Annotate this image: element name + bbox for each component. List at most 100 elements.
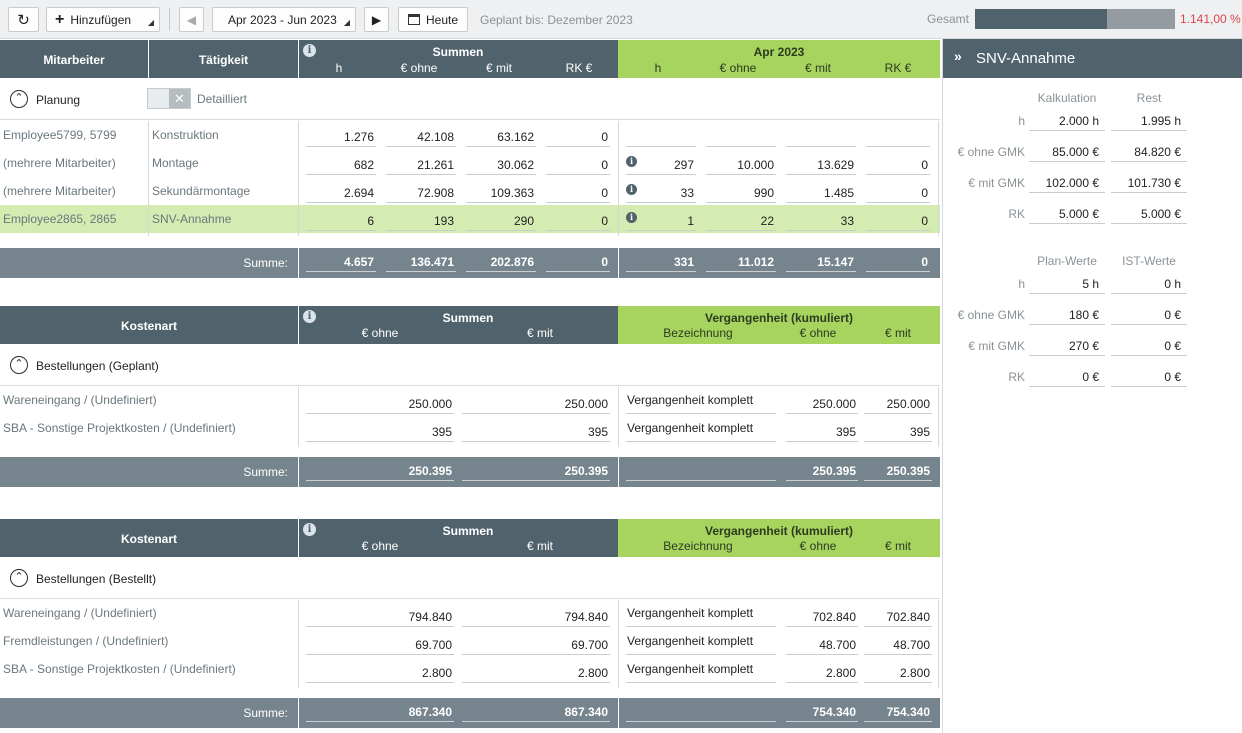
ohne-cell[interactable]: 250.000 bbox=[306, 395, 454, 414]
table-row[interactable]: Wareneingang / (Undefiniert) 794.840 794.8… bbox=[0, 600, 940, 628]
mit-cell[interactable]: 395 bbox=[462, 423, 610, 442]
ohne-cell[interactable]: 395 bbox=[306, 423, 454, 442]
ohne-cell[interactable]: 42.108 bbox=[386, 128, 456, 147]
verg-mit-cell[interactable]: 395 bbox=[864, 423, 932, 442]
ohne-cell[interactable]: 72.908 bbox=[386, 184, 456, 203]
verg-ohne-cell[interactable]: 2.800 bbox=[786, 664, 858, 683]
sum-mit: 867.340 bbox=[462, 703, 610, 722]
table-row[interactable]: Wareneingang / (Undefiniert) 250.000 250.0… bbox=[0, 387, 940, 415]
month-ohne-cell[interactable]: 10.000 bbox=[706, 156, 776, 175]
verg-ohne-cell[interactable]: 250.000 bbox=[786, 395, 858, 414]
panel-value-a[interactable]: 270 € bbox=[1029, 336, 1105, 356]
info-icon[interactable]: i bbox=[626, 156, 637, 167]
next-range-button[interactable]: ▶ bbox=[364, 7, 389, 32]
panel-value-b[interactable]: 0 h bbox=[1111, 274, 1187, 294]
rk-cell[interactable]: 0 bbox=[546, 156, 610, 175]
rk-cell[interactable]: 0 bbox=[546, 184, 610, 203]
month-mit-cell[interactable] bbox=[786, 128, 856, 147]
panel-value-a[interactable]: 5.000 € bbox=[1029, 204, 1105, 224]
panel-value-a[interactable]: 180 € bbox=[1029, 305, 1105, 325]
rk-cell[interactable]: 0 bbox=[546, 128, 610, 147]
table-row[interactable]: SBA - Sonstige Projektkosten / (Undefini… bbox=[0, 656, 940, 684]
verg-mit-cell[interactable]: 702.840 bbox=[864, 608, 932, 627]
panel-value-b[interactable]: 0 € bbox=[1111, 367, 1187, 387]
col-taetigkeit[interactable]: Tätigkeit bbox=[198, 53, 249, 67]
h-cell[interactable]: 1.276 bbox=[306, 128, 376, 147]
verg-mit-cell[interactable]: 250.000 bbox=[864, 395, 932, 414]
mit-cell[interactable]: 794.840 bbox=[462, 608, 610, 627]
table-row[interactable]: (mehrere Mitarbeiter) Montage 682 21.261 30.… bbox=[0, 149, 940, 177]
month-rk-cell[interactable]: 0 bbox=[866, 184, 930, 203]
info-icon[interactable]: i bbox=[626, 212, 637, 223]
panel-value-a[interactable]: 5 h bbox=[1029, 274, 1105, 294]
month-ohne-cell[interactable] bbox=[706, 128, 776, 147]
add-button[interactable]: + Hinzufügen ◢ bbox=[46, 7, 160, 32]
month-mit-cell[interactable]: 13.629 bbox=[786, 156, 856, 175]
panel-value-a[interactable]: 2.000 h bbox=[1029, 111, 1105, 131]
info-icon[interactable]: i bbox=[303, 44, 316, 57]
ohne-cell[interactable]: 193 bbox=[386, 212, 456, 231]
month-rk-cell[interactable]: 0 bbox=[866, 212, 930, 231]
panel-value-a[interactable]: 0 € bbox=[1029, 367, 1105, 387]
panel-value-b[interactable]: 84.820 € bbox=[1111, 142, 1187, 162]
verg-mit-cell[interactable]: 2.800 bbox=[864, 664, 932, 683]
mit-cell[interactable]: 63.162 bbox=[466, 128, 536, 147]
mit-cell[interactable]: 69.700 bbox=[462, 636, 610, 655]
panel-value-b[interactable]: 5.000 € bbox=[1111, 204, 1187, 224]
verg-ohne-cell[interactable]: 702.840 bbox=[786, 608, 858, 627]
month-mit-cell[interactable]: 1.485 bbox=[786, 184, 856, 203]
ohne-cell[interactable]: 794.840 bbox=[306, 608, 454, 627]
detail-toggle[interactable]: ✕ bbox=[147, 88, 191, 109]
mit-cell[interactable]: 30.062 bbox=[466, 156, 536, 175]
mit-cell[interactable]: 250.000 bbox=[462, 395, 610, 414]
panel-value-a[interactable]: 102.000 € bbox=[1029, 173, 1105, 193]
info-icon[interactable]: i bbox=[303, 310, 316, 323]
info-icon[interactable]: i bbox=[303, 523, 316, 536]
info-icon[interactable]: i bbox=[626, 184, 637, 195]
rk-cell[interactable]: 0 bbox=[546, 212, 610, 231]
mit-cell[interactable]: 290 bbox=[466, 212, 536, 231]
month-mit-cell[interactable]: 33 bbox=[786, 212, 856, 231]
month-h-cell[interactable]: 297 bbox=[626, 156, 696, 175]
month-ohne-cell[interactable]: 990 bbox=[706, 184, 776, 203]
refresh-button[interactable]: ↻ bbox=[8, 7, 39, 32]
mit-cell[interactable]: 109.363 bbox=[466, 184, 536, 203]
panel-value-b[interactable]: 0 € bbox=[1111, 336, 1187, 356]
table-row[interactable]: (mehrere Mitarbeiter) Sekundärmontage 2.69… bbox=[0, 177, 940, 205]
panel-value-b[interactable]: 1.995 h bbox=[1111, 111, 1187, 131]
month-h-cell[interactable] bbox=[626, 128, 696, 147]
col-kostenart[interactable]: Kostenart bbox=[120, 319, 177, 333]
h-cell[interactable]: 682 bbox=[306, 156, 376, 175]
col-kostenart[interactable]: Kostenart bbox=[120, 532, 177, 546]
verg-mit-cell[interactable]: 48.700 bbox=[864, 636, 932, 655]
ohne-cell[interactable]: 69.700 bbox=[306, 636, 454, 655]
verg-ohne-cell[interactable]: 395 bbox=[786, 423, 858, 442]
col-mitarbeiter[interactable]: Mitarbeiter bbox=[43, 53, 105, 67]
collapse-icon[interactable]: ⌃ bbox=[10, 90, 28, 108]
month-h-cell[interactable]: 1 bbox=[626, 212, 696, 231]
h-cell[interactable]: 2.694 bbox=[306, 184, 376, 203]
month-ohne-cell[interactable]: 22 bbox=[706, 212, 776, 231]
month-rk-cell[interactable]: 0 bbox=[866, 156, 930, 175]
collapse-icon[interactable]: ⌃ bbox=[10, 569, 28, 587]
mit-cell[interactable]: 2.800 bbox=[462, 664, 610, 683]
month-h-cell[interactable]: 33 bbox=[626, 184, 696, 203]
prev-range-button[interactable]: ◀ bbox=[179, 7, 204, 32]
table-row[interactable]: Employee5799, 5799 Konstruktion 1.276 42.10… bbox=[0, 121, 940, 149]
table-row[interactable]: SBA - Sonstige Projektkosten / (Undefini… bbox=[0, 415, 940, 443]
ohne-cell[interactable]: 2.800 bbox=[306, 664, 454, 683]
h-cell[interactable]: 6 bbox=[306, 212, 376, 231]
collapse-panel-icon[interactable]: » bbox=[954, 48, 962, 64]
panel-value-a[interactable]: 85.000 € bbox=[1029, 142, 1105, 162]
ohne-cell[interactable]: 21.261 bbox=[386, 156, 456, 175]
panel-value-b[interactable]: 101.730 € bbox=[1111, 173, 1187, 193]
range-select[interactable]: Apr 2023 - Jun 2023 ◢ bbox=[212, 7, 356, 32]
collapse-icon[interactable]: ⌃ bbox=[10, 356, 28, 374]
panel-value-b[interactable]: 0 € bbox=[1111, 305, 1187, 325]
month-rk-cell[interactable] bbox=[866, 128, 930, 147]
table-row[interactable]: Employee2865, 2865 SNV-Annahme 6 193 290 0 i 1 2… bbox=[0, 205, 940, 233]
verg-ohne-cell[interactable]: 48.700 bbox=[786, 636, 858, 655]
today-button[interactable]: Heute bbox=[398, 7, 468, 32]
table-row[interactable]: Fremdleistungen / (Undefiniert) 69.700 69.… bbox=[0, 628, 940, 656]
kostenart-cell: Wareneingang / (Undefiniert) bbox=[3, 393, 157, 407]
